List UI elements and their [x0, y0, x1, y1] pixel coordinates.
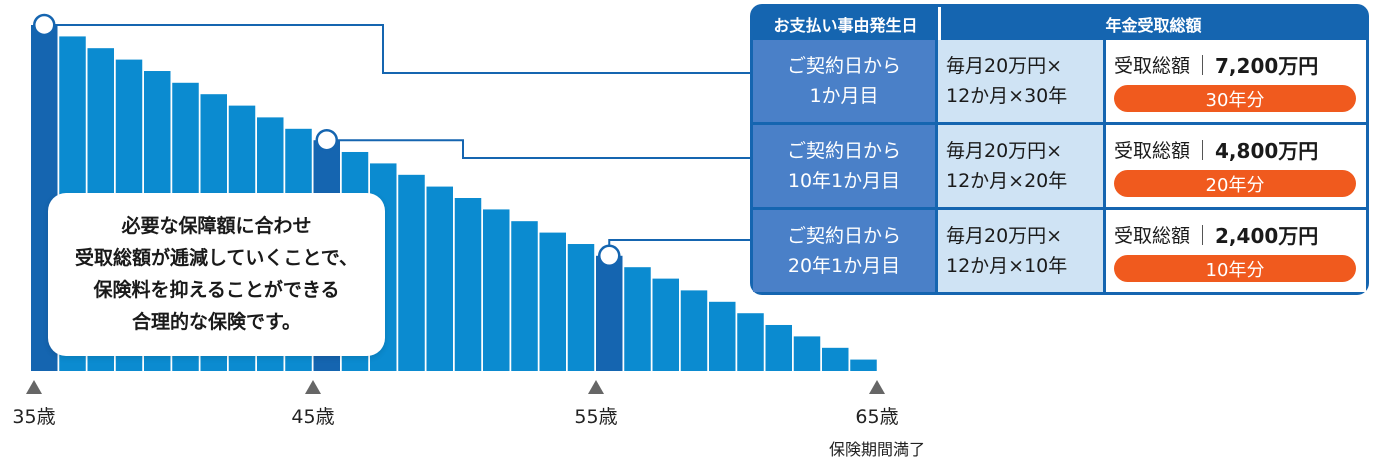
years-badge: 30年分 [1114, 85, 1356, 112]
years-badge: 20年分 [1114, 170, 1356, 197]
table-row: ご契約日から 20年1か月目 毎月20万円× 12か月×10年 受取総額 2,4… [753, 210, 1366, 292]
monthly-line: 毎月20万円× [946, 55, 1063, 77]
bar [652, 278, 679, 371]
table-header: お支払い事由発生日 年金受取総額 [753, 7, 1366, 40]
timing-cell: ご契約日から 20年1か月目 [753, 210, 935, 292]
highlight-dot [598, 244, 621, 268]
bar [737, 313, 764, 371]
total-label: 受取総額 [1114, 225, 1191, 247]
monthly-line: 毎月20万円× [946, 225, 1063, 247]
age-label-35: 35歳 [12, 406, 56, 428]
header-timing: お支払い事由発生日 [753, 7, 941, 40]
total-cell: 受取総額 4,800万円 20年分 [1106, 125, 1366, 207]
bar [454, 198, 482, 371]
monthly-line: 12か月×10年 [946, 255, 1068, 277]
years-badge: 10年分 [1114, 255, 1356, 282]
bar [709, 301, 736, 371]
monthly-line: 毎月20万円× [946, 140, 1063, 162]
timing-line: 20年1か月目 [787, 255, 901, 277]
highlight-dot [315, 128, 338, 152]
age-markers [26, 380, 885, 394]
connector-line [326, 139, 758, 159]
bar [483, 209, 510, 371]
table-row: ご契約日から 10年1か月目 毎月20万円× 12か月×20年 受取総額 4,8… [753, 125, 1366, 207]
header-total: 年金受取総額 [1105, 15, 1202, 35]
callout-box: 必要な保障額に合わせ 受取総額が逓減していくことで、 保険料を抑えることができる… [48, 193, 385, 356]
monthly-cell: 毎月20万円× 12か月×30年 [938, 40, 1103, 122]
bar [511, 221, 538, 371]
total-cell: 受取総額 2,400万円 10年分 [1106, 210, 1366, 292]
timing-line: 10年1か月目 [787, 170, 901, 192]
bar [426, 186, 453, 371]
monthly-line: 12か月×20年 [946, 170, 1068, 192]
total-label: 受取総額 [1114, 55, 1191, 77]
age-label-45: 45歳 [291, 406, 335, 428]
bar [765, 324, 792, 371]
total-label: 受取総額 [1114, 140, 1191, 162]
age-label-65: 65歳 [855, 406, 899, 428]
connector-line [608, 239, 758, 256]
timing-line: ご契約日から [786, 55, 901, 77]
timing-cell: ご契約日から 10年1か月目 [753, 125, 935, 207]
timing-line: ご契約日から [786, 140, 901, 162]
triangle-marker-icon [588, 380, 604, 394]
connector-line [44, 24, 758, 74]
bar [567, 244, 595, 371]
bar [539, 232, 566, 371]
bar [596, 255, 623, 371]
maturity-label: 保険期間満了 [828, 440, 926, 459]
total-amount: 2,400万円 [1215, 224, 1319, 248]
monthly-cell: 毎月20万円× 12か月×10年 [938, 210, 1103, 292]
callout-line: 必要な保障額に合わせ [121, 215, 312, 237]
table-row: ご契約日から 1か月目 毎月20万円× 12か月×30年 受取総額 7,200万… [753, 40, 1366, 122]
payout-table: お支払い事由発生日 年金受取総額 ご契約日から 1か月目 毎月20万円× 12か… [750, 4, 1369, 295]
callout-line: 保険料を抑えることができる [93, 279, 340, 301]
age-label-55: 55歳 [574, 406, 618, 428]
highlight-dot [33, 13, 56, 37]
divider [1202, 224, 1204, 245]
triangle-marker-icon [305, 380, 321, 394]
monthly-cell: 毎月20万円× 12か月×20年 [938, 125, 1103, 207]
total-amount: 4,800万円 [1215, 139, 1319, 163]
bar [624, 267, 651, 371]
timing-line: ご契約日から [786, 225, 901, 247]
bar [680, 290, 708, 371]
triangle-marker-icon [26, 380, 42, 394]
triangle-marker-icon [869, 380, 885, 394]
highlight-dots [33, 13, 621, 268]
timing-cell: ご契約日から 1か月目 [753, 40, 935, 122]
total-amount: 7,200万円 [1215, 54, 1319, 78]
callout-line: 受取総額が逓減していくことで、 [74, 247, 359, 269]
monthly-line: 12か月×30年 [946, 85, 1068, 107]
callout-line: 合理的な保険です。 [131, 311, 302, 333]
bar [398, 174, 425, 371]
total-cell: 受取総額 7,200万円 30年分 [1106, 40, 1366, 122]
divider [1202, 139, 1204, 160]
divider [1202, 54, 1204, 75]
bar [822, 347, 849, 371]
bar [793, 336, 821, 371]
bar [850, 359, 877, 371]
timing-line: 1か月目 [809, 85, 879, 107]
